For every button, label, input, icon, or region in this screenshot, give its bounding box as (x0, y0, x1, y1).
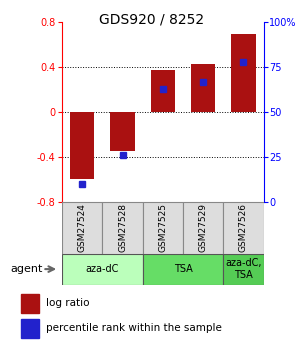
Bar (62, 254, 143, 285)
Text: aza-dC,
TSA: aza-dC, TSA (225, 258, 262, 280)
Bar (21, 318, 39, 337)
Text: GDS920 / 8252: GDS920 / 8252 (99, 12, 204, 26)
Text: aza-dC: aza-dC (86, 264, 119, 274)
Bar (151, 69, 175, 112)
Bar (143, 202, 183, 254)
Text: agent: agent (11, 264, 43, 274)
Text: percentile rank within the sample: percentile rank within the sample (46, 323, 222, 333)
Bar (70, 112, 94, 179)
Text: GSM27524: GSM27524 (78, 204, 87, 252)
Bar (223, 254, 264, 285)
Bar (143, 254, 223, 285)
Bar (183, 202, 223, 254)
Text: log ratio: log ratio (46, 298, 90, 308)
Bar (223, 202, 264, 254)
Text: GSM27526: GSM27526 (239, 204, 248, 253)
Text: GSM27525: GSM27525 (158, 204, 167, 253)
Bar (111, 112, 135, 151)
Text: GSM27529: GSM27529 (199, 204, 208, 253)
Text: TSA: TSA (174, 264, 192, 274)
Text: GSM27528: GSM27528 (118, 204, 127, 253)
Bar (191, 64, 215, 112)
Bar (231, 33, 255, 112)
Bar (62, 202, 102, 254)
Bar (21, 294, 39, 313)
Bar (102, 202, 143, 254)
